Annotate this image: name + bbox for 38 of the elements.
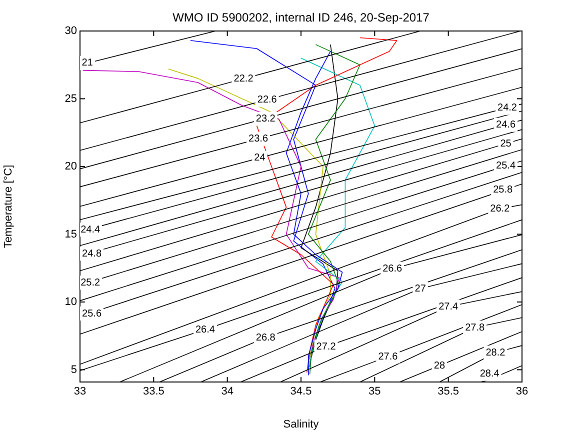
x-tick-label: 35 xyxy=(368,386,381,398)
annotation: 24.6 xyxy=(496,120,516,131)
annotation: 26.2 xyxy=(490,204,510,215)
x-tick-label: 33.5 xyxy=(142,386,164,398)
annotation: 21 xyxy=(82,58,94,69)
annotation: 25.8 xyxy=(493,184,514,196)
y-tick-label: 15 xyxy=(64,228,77,240)
x-tick-label: 34 xyxy=(221,386,234,398)
annotation: 27.6 xyxy=(378,351,398,362)
y-axis-title: Temperature [°C] xyxy=(2,164,15,248)
annotation: 22.6 xyxy=(257,94,278,106)
annotation: 24.4 xyxy=(80,224,100,236)
x-axis-title: Salinity xyxy=(283,418,320,430)
annotation: 27 xyxy=(414,283,426,294)
annotation: 23.2 xyxy=(256,114,276,125)
y-tick-label: 5 xyxy=(70,364,77,376)
annotation: 26.8 xyxy=(256,332,276,344)
annotation: 24.2 xyxy=(498,102,518,114)
y-tick-label: 25 xyxy=(64,92,77,105)
annotation: 23.6 xyxy=(248,134,268,145)
x-tick-label: 36 xyxy=(516,386,528,398)
chart-title: WMO ID 5900202, internal ID 246, 20-Sep-2017 xyxy=(172,10,430,24)
x-tick-label: 33 xyxy=(74,386,86,398)
annotation: 25.2 xyxy=(80,277,100,288)
annotation: 25 xyxy=(500,138,512,150)
annotation: 25.4 xyxy=(496,160,516,172)
annotation: 24.8 xyxy=(82,248,102,260)
y-tick-label: 30 xyxy=(64,25,77,38)
annotation: 22.2 xyxy=(234,74,254,85)
annotation: 26.4 xyxy=(196,324,216,336)
y-tick-label: 10 xyxy=(64,296,77,308)
annotation: 24 xyxy=(254,152,266,164)
annotation: 25.6 xyxy=(82,308,102,320)
annotation: 28 xyxy=(434,360,446,372)
x-tick-label: 35.5 xyxy=(438,386,460,398)
y-tick-label: 20 xyxy=(64,160,77,173)
x-tick-label: 34.5 xyxy=(290,386,312,398)
annotation: 28.4 xyxy=(480,368,500,380)
